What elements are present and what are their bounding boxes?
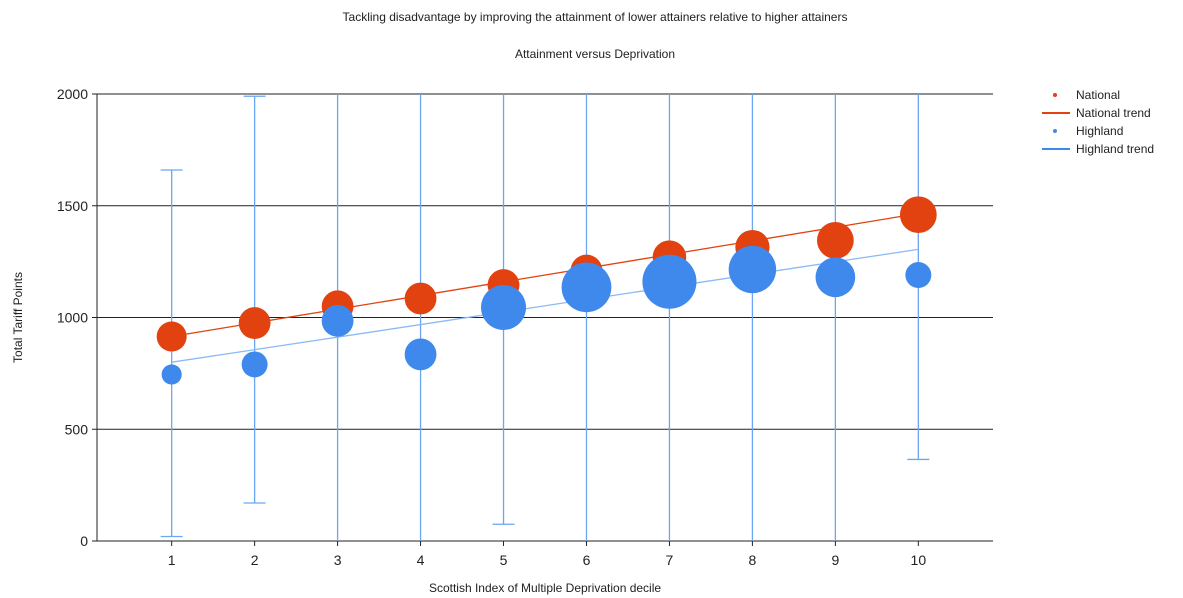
- legend-marker-national: [1040, 86, 1070, 104]
- tick-label-x: 3: [334, 552, 342, 568]
- tick-label-y: 1500: [57, 198, 88, 214]
- legend-line-national-trend: [1040, 104, 1070, 122]
- legend-item-national: National: [1040, 86, 1154, 104]
- legend-line-highland-trend: [1040, 140, 1070, 158]
- legend-label-highland: Highland: [1076, 124, 1124, 138]
- tick-label-y: 2000: [57, 86, 88, 102]
- tick-label-x: 5: [500, 552, 508, 568]
- bubble-highland: [561, 262, 612, 313]
- tick-label-y: 500: [65, 421, 89, 437]
- legend-label-national: National: [1076, 88, 1121, 102]
- tick-label-x: 1: [168, 552, 176, 568]
- tick-label-x: 9: [831, 552, 839, 568]
- bubble-highland: [404, 338, 437, 371]
- legend-item-highland-trend: Highland trend: [1040, 140, 1154, 158]
- tick-label-x: 2: [251, 552, 259, 568]
- bubble-national: [899, 196, 937, 234]
- tick-label-x: 10: [911, 552, 927, 568]
- chart-legend: National National trend Highland Highlan…: [1040, 86, 1154, 158]
- bubble-highland: [321, 304, 354, 337]
- chart-title: Tackling disadvantage by improving the a…: [342, 10, 848, 24]
- legend-item-highland: Highland: [1040, 122, 1154, 140]
- bubble-highland: [728, 245, 777, 294]
- tick-label-y: 1000: [57, 310, 88, 326]
- trend-line-national: [171, 212, 919, 338]
- bubble-national: [816, 222, 854, 259]
- y-axis-label: Total Tariff Points: [11, 272, 25, 363]
- chart-subtitle: Attainment versus Deprivation: [514, 47, 676, 61]
- bubble-highland: [905, 262, 932, 289]
- tick-label-x: 4: [417, 552, 425, 568]
- tick-label-y: 0: [80, 533, 88, 549]
- tick-label-x: 8: [749, 552, 757, 568]
- legend-marker-highland: [1040, 122, 1070, 140]
- legend-label-national-trend: National trend: [1076, 106, 1151, 120]
- bubble-highland: [161, 364, 182, 385]
- bubble-highland: [481, 284, 527, 330]
- bubble-highland: [241, 351, 268, 378]
- bubble-national: [404, 282, 437, 315]
- tick-label-x: 7: [666, 552, 674, 568]
- tick-label-x: 6: [583, 552, 591, 568]
- legend-item-national-trend: National trend: [1040, 104, 1154, 122]
- x-axis-label: Scottish Index of Multiple Deprivation d…: [429, 581, 661, 595]
- bubble-highland: [815, 257, 856, 298]
- bubble-highland: [642, 254, 697, 309]
- trend-line-highland: [171, 248, 919, 363]
- legend-label-highland-trend: Highland trend: [1076, 142, 1155, 156]
